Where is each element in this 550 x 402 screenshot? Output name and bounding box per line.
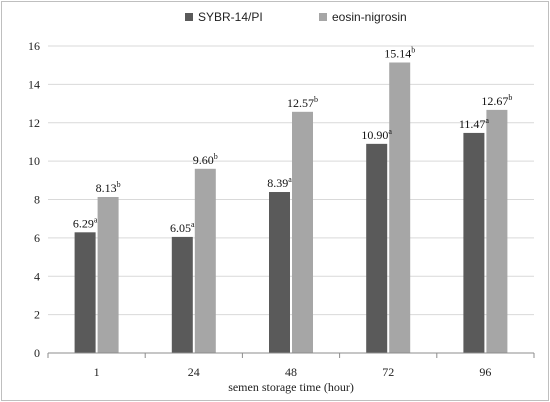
bar-eosin-72 [389,62,411,353]
data-labels: 6.29a 8.13b 6.05a 9.60b 8.39a 12.57b 10.90a 15.… [73,46,513,235]
data-label: 11.47a [459,116,490,131]
x-tick-label: 1 [94,365,100,379]
data-label: 10.90a [361,127,392,142]
y-tick-label: 12 [28,116,40,130]
bar-eosin-1 [97,197,119,353]
bar-eosin-48 [292,111,313,353]
bar-sybr-1 [74,232,96,353]
data-label: 15.14b [384,46,415,61]
y-axis-ticks: 0 2 4 6 8 10 12 14 16 [28,39,40,360]
x-axis-title: semen storage time (hour) [228,380,354,394]
legend: SYBR-14/PI eosin-nigrosin [185,10,407,24]
x-axis: 1 24 48 72 96 [47,352,535,379]
x-tick-label: 72 [382,365,394,379]
y-tick-label: 8 [34,193,40,207]
data-label: 8.13b [96,180,121,195]
legend-label-sybr: SYBR-14/PI [198,10,263,24]
bars [74,62,508,353]
bar-eosin-96 [486,109,508,353]
x-tick-label: 96 [479,365,491,379]
y-tick-label: 10 [28,154,40,168]
x-tick-label: 24 [188,365,200,379]
y-tick-label: 16 [28,39,40,53]
data-label: 8.39a [267,175,292,190]
bar-eosin-24 [194,168,216,353]
y-tick-label: 2 [34,308,40,322]
data-label: 9.60b [193,152,218,167]
legend-swatch-sybr [185,13,193,21]
legend-label-eosin: eosin-nigrosin [332,10,407,24]
data-label: 6.29a [73,215,98,230]
data-label: 6.05a [170,220,195,235]
legend-swatch-eosin [319,13,327,21]
data-label: 12.67b [481,93,512,108]
bar-sybr-48 [269,192,290,353]
x-tick-label: 48 [285,365,297,379]
y-tick-label: 0 [34,346,40,360]
bar-sybr-24 [171,236,193,353]
data-label: 12.57b [287,95,318,110]
bar-sybr-96 [463,132,485,353]
y-tick-label: 14 [28,77,40,91]
grid-lines [48,45,534,316]
bar-sybr-72 [366,143,388,353]
y-tick-label: 6 [34,231,40,245]
y-tick-label: 4 [34,269,40,283]
